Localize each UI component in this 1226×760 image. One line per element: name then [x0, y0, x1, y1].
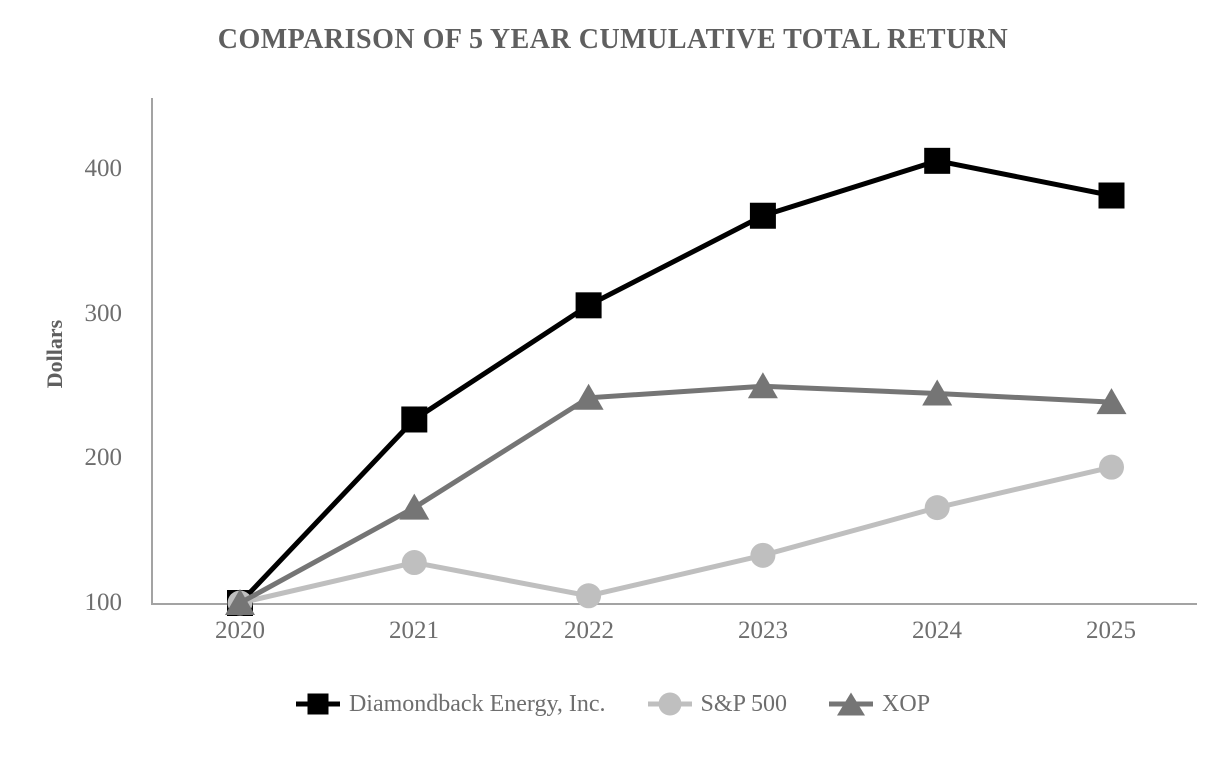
marker-sp500-2025	[1099, 454, 1124, 480]
marker-fang-2023	[749, 202, 776, 229]
series-line-xop	[238, 383, 1112, 606]
marker-sp500-2021	[401, 550, 427, 576]
x-tick-2020: 2020	[215, 617, 265, 644]
y-tick-300: 300	[84, 300, 123, 327]
legend-item-diamondback: Diamondback Energy, Inc.	[295, 689, 606, 719]
marker-fang-2022	[575, 292, 602, 319]
legend: Diamondback Energy, Inc. S&P 500 XOP	[0, 689, 1226, 719]
square-marker-icon	[295, 693, 340, 715]
marker-xop-2023	[747, 372, 778, 399]
marker-sp500-2022	[576, 583, 602, 609]
series-line-sp500	[239, 464, 1113, 606]
marker-fang-2024	[924, 147, 951, 174]
chart-title: COMPARISON OF 5 YEAR CUMULATIVE TOTAL RE…	[217, 24, 1009, 55]
x-tick-2022: 2022	[564, 617, 614, 644]
marker-fang-2025	[1098, 182, 1125, 209]
legend-label-xop: XOP	[882, 690, 931, 717]
legend-label-sp500: S&P 500	[700, 690, 788, 717]
series-line-fang	[238, 158, 1112, 605]
marker-fang-2021	[401, 406, 428, 433]
marker-xop-2024	[922, 379, 953, 406]
marker-xop-2020	[225, 589, 255, 615]
y-tick-200: 200	[84, 444, 123, 471]
legend-item-xop: XOP	[829, 689, 930, 719]
legend-shape-diamondback	[307, 693, 329, 715]
legend-item-sp500: S&P 500	[647, 689, 788, 719]
legend-shape-sp500	[658, 692, 682, 716]
triangle-marker-icon	[829, 692, 874, 716]
x-tick-2024: 2024	[912, 617, 962, 644]
series-group	[225, 147, 1127, 616]
marker-sp500-2023	[750, 542, 776, 568]
marker-xop-2022	[573, 383, 604, 410]
legend-label-diamondback: Diamondback Energy, Inc.	[348, 690, 606, 717]
circle-marker-icon	[647, 692, 692, 716]
x-tick-2023: 2023	[738, 617, 788, 644]
y-tick-100: 100	[84, 589, 123, 616]
marker-sp500-2024	[924, 495, 950, 521]
x-tick-2021: 2021	[389, 617, 439, 644]
marker-xop-2021	[399, 493, 430, 520]
legend-shape-xop	[837, 692, 866, 716]
marker-xop-2025	[1096, 388, 1127, 415]
y-tick-400: 400	[84, 155, 123, 182]
x-tick-2025: 2025	[1086, 617, 1136, 644]
